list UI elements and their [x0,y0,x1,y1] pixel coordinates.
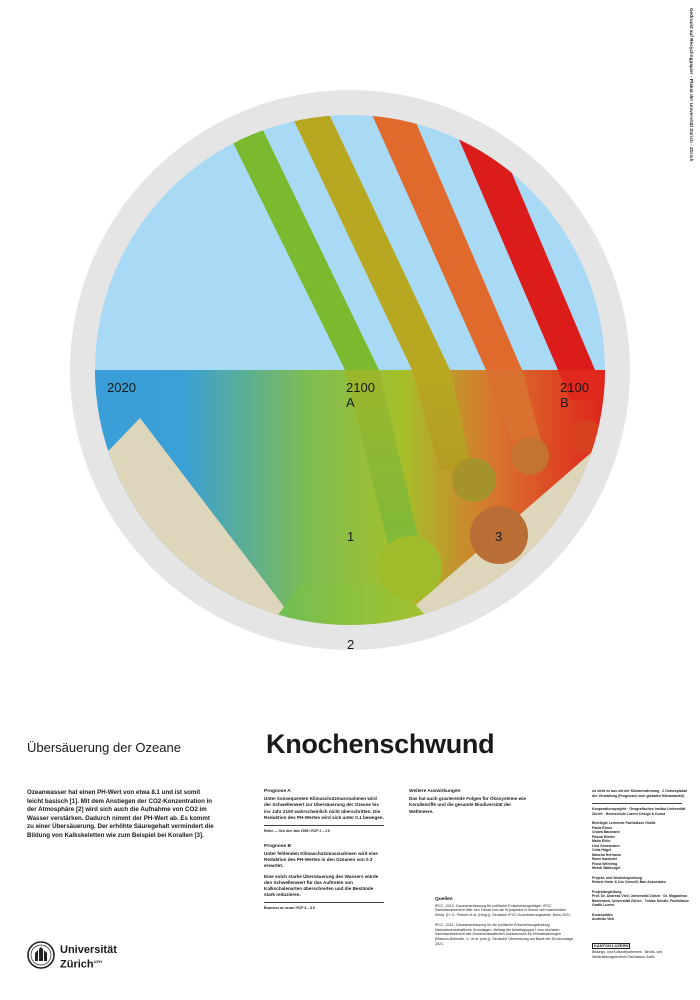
credits-lead-heading: Projekt- und Workshopleitung [592,875,642,880]
label-2100-a-year: 2100 [346,380,375,395]
prognose-b-text-2: Eine solch starke Übersäuerung des Wasse… [264,873,379,898]
label-2100-b-year: 2100 [560,380,589,395]
credits-support-heading: Projektbegleitung [592,889,622,894]
university-seal-icon [27,941,55,969]
band-red-ocean [558,370,596,400]
band-green-sky [212,115,379,370]
credits-project: Kooperationsprojekt · Geografisches Inst… [592,807,686,816]
student-name: Fiona Wehrling [592,861,618,866]
prognose-a-text: Unter konsequenten Klimaschutzmassnahmen… [264,796,384,820]
student-name: Lina Grossmann [592,843,620,848]
prognose-b-heading: Prognose B [264,843,291,849]
university-logo: Universität ZürichUZH [27,941,127,975]
source-item: IPCC, 2013: Zusammenfassung für politisc… [435,903,572,918]
coral-bump [452,458,496,502]
prognose-b-text: Unter fehlenden Klimaschutzmassnahmen wi… [264,850,378,869]
sources-heading: Quellen [435,897,453,902]
credits-concept-heading: Konzeptidee [592,912,613,917]
coral-bump-3 [470,506,528,564]
credits-column: so sieht es aus mit der Klimaerwärmung ·… [592,789,692,927]
prognoses-column: Prognose A Unter konsequenten Klimaschut… [264,789,384,921]
label-2100-b-letter: B [560,395,569,410]
credits-support: Prof. Dr. Andreas Vieli, Universität Zür… [592,894,689,907]
sources-column: Quellen IPCC, 2013: Zusammenfassung für … [435,897,575,951]
kanton-box: KANTON LUZERN [592,943,631,950]
university-name: Universität ZürichUZH [60,944,117,971]
kanton-text: Bildungs- und Kulturdepartement · Berufs… [592,950,663,959]
subtitle: Übersäuerung der Ozeane [27,740,181,755]
marker-2: 2 [347,637,354,652]
credits-concept: Andreas Vieli [592,917,615,921]
source-item: IPCC, 2021: Zusammenfassung für die poli… [435,922,574,946]
bottom-band [272,585,432,625]
student-name: Chiara Baumann [592,830,620,834]
effects-heading: Weitere Auswirkungen [409,789,461,794]
side-print-note: Gedruckt auf Recyclingpapier · Plakat de… [689,8,694,162]
label-2100-a-letter: A [346,395,355,410]
kanton-luzern-logo: KANTON LUZERN Bildungs- und Kulturdepart… [592,943,684,959]
label-2020: 2020 [107,380,136,395]
credits-students-list: Paula Ebner Chiara Baumann Pascal Bieder… [592,826,692,871]
student-name: Celia Högel [592,848,612,852]
student-name: Pascal Bieder [592,834,615,839]
coral-bump [378,536,442,600]
marker-3: 3 [495,529,502,544]
prognose-a-heading: Prognose A [264,789,291,794]
student-name: Mehdi Waldvogel [592,866,621,870]
credits-header: so sieht es aus mit der Klimaerwärmung ·… [592,789,687,798]
coral-bump [511,437,549,475]
marker-1: 1 [347,529,354,544]
student-name: Mascha Hermann [592,852,621,857]
student-name: Paula Ebner [592,825,613,830]
credits-students-heading: Beteiligte Lernende Fachklasse Grafik [592,821,656,825]
band-orange-sky [352,115,522,370]
effects-text: Das hat auch gravierende Folgen für Ökos… [409,796,526,814]
student-name: Rami Gambetti [592,857,617,861]
prognose-b-note: Business as usual / RCP 8 – 8.5 [264,902,384,911]
intro-text: Ozeanwasser hat einen PH-Wert von etwa 8… [27,789,214,839]
band-olive-ocean [412,370,472,470]
prognose-a-note: Reihe — Ozh den Jahr 2050 / RCP 2 – 2.6 [264,825,384,834]
band-green-ocean [345,370,422,553]
band-orange-ocean [486,370,541,440]
credits-lead: Robert Gmür & Urs Comolli, Bari Associat… [592,880,666,884]
effects-column: Weitere Auswirkungen Das hat auch gravie… [409,789,529,819]
page-title: Knochenschwund [266,729,495,759]
student-name: Malin Ehlin [592,839,611,843]
band-olive-sky [278,115,450,370]
